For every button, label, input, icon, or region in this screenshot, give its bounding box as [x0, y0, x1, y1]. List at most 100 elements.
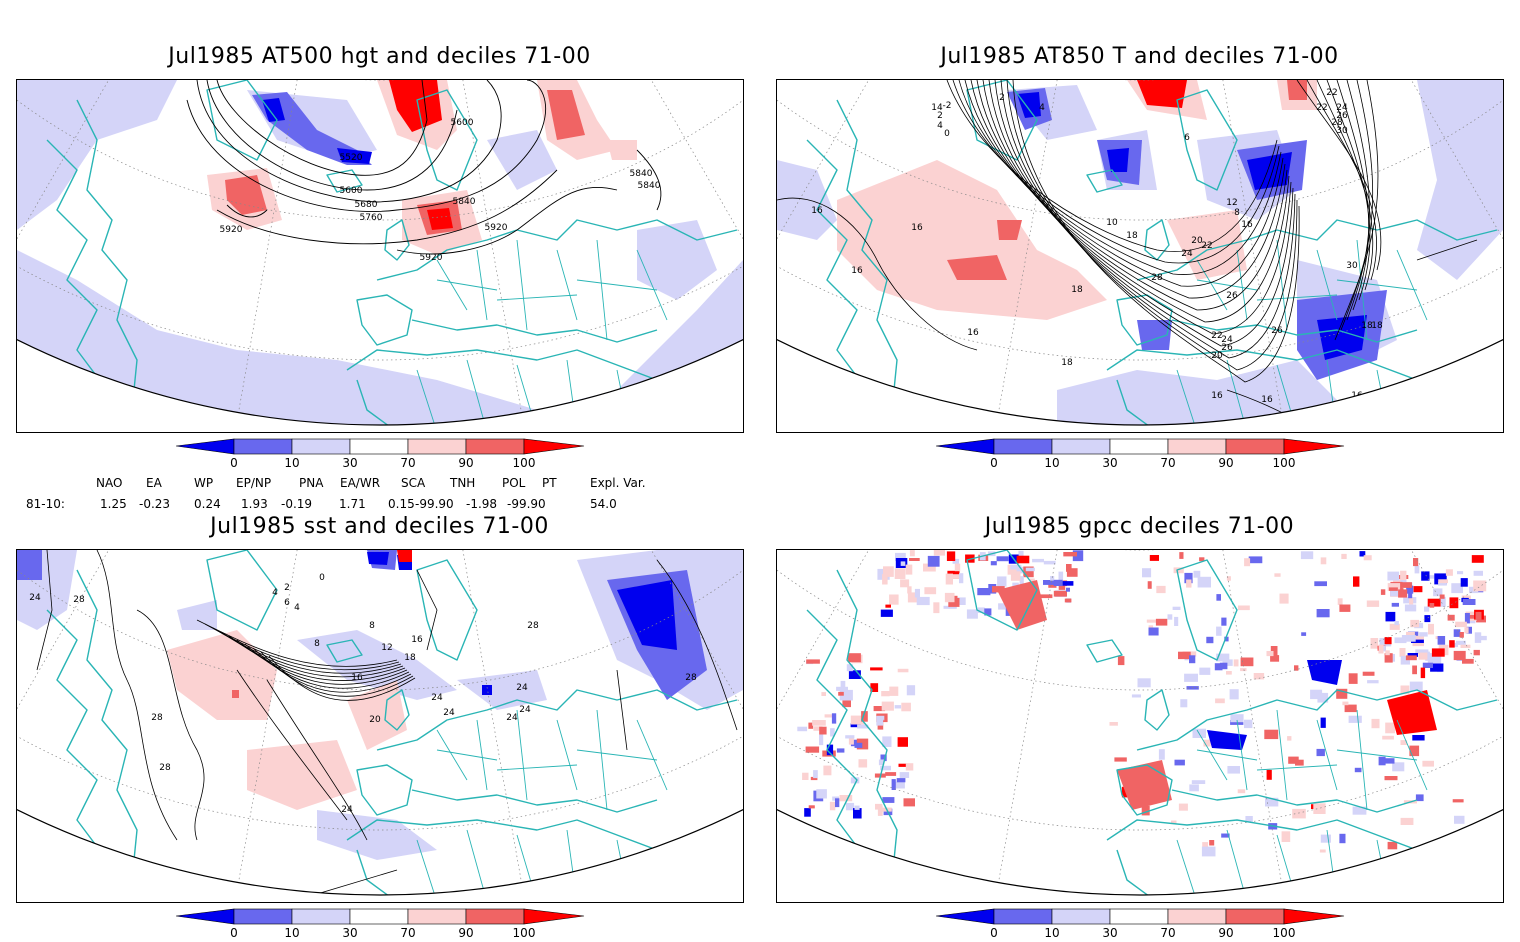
decile-cell: [1018, 550, 1024, 557]
decile-cell: [1281, 831, 1291, 842]
contour-line: [777, 197, 978, 351]
colorbar-ramp: [175, 908, 585, 925]
colorbar-1: 0 10 30 70 90 100: [175, 438, 586, 472]
decile-cell: [1202, 842, 1208, 849]
decile-cell: [1471, 555, 1484, 563]
contour-label: 22: [1316, 103, 1327, 113]
decile-cell: [880, 807, 892, 812]
contour-line: [268, 655, 416, 701]
decile-cell: [1449, 597, 1459, 609]
decile-cell: [1066, 568, 1078, 577]
colorbar-segment: [465, 438, 525, 455]
decile-shading: [225, 175, 267, 215]
decile-cell: [1399, 648, 1406, 657]
index-name: EP/NP: [236, 476, 272, 490]
decile-cell: [856, 738, 869, 750]
decile-cell: [1230, 714, 1244, 723]
decile-cell: [990, 561, 997, 566]
contour-label: 18: [1371, 321, 1383, 331]
decile-shading: [607, 140, 637, 160]
decile-cell: [1380, 589, 1386, 595]
colorbar-segment: [1167, 908, 1227, 925]
contour-label: 30: [1336, 126, 1348, 136]
decile-shading: [177, 600, 217, 630]
decile-cell: [839, 689, 853, 701]
decile-cell: [909, 558, 920, 561]
contour-label: 18: [1361, 321, 1373, 331]
decile-cell: [1460, 578, 1468, 587]
decile-cell: [1409, 597, 1414, 605]
decile-cell: [1440, 596, 1446, 607]
colorbar-tick-label: 10: [284, 926, 300, 940]
decile-cell: [1413, 558, 1419, 567]
decile-cell: [1265, 797, 1279, 807]
decile-cell: [1148, 627, 1159, 636]
decile-cell: [952, 558, 960, 564]
decile-cell: [831, 713, 837, 724]
contour-label: -2: [943, 101, 952, 111]
decile-shading: [1307, 660, 1342, 685]
map-sst: 24 28282824201612840246816182424242828242…: [17, 550, 743, 896]
contour-label: 10: [1106, 218, 1118, 228]
contour-line: [296, 869, 398, 895]
decile-cell: [1425, 651, 1430, 661]
decile-cell: [1384, 653, 1393, 663]
decile-shading: [17, 80, 177, 230]
colorbar-2: 0 10 30 70 90 100: [935, 438, 1346, 472]
decile-cell: [1178, 803, 1188, 811]
decile-cell: [1408, 590, 1413, 599]
decile-cell: [1227, 766, 1240, 774]
contour-label: 16: [967, 328, 979, 338]
index-value: -99.90: [507, 497, 546, 511]
decile-cell: [1199, 557, 1205, 562]
decile-cell: [808, 722, 814, 729]
colorbar-3: 0 10 30 70 90 100: [175, 908, 586, 942]
decile-cell: [1402, 582, 1412, 588]
decile-cell: [1270, 655, 1280, 662]
colorbar-4: 0 10 30 70 90 100: [935, 908, 1346, 942]
decile-cell: [953, 597, 966, 605]
contour-label: 6: [1184, 133, 1190, 143]
decile-cell: [977, 607, 985, 613]
decile-shading: [1417, 80, 1503, 280]
decile-cell: [1230, 720, 1244, 725]
contour-label: 12: [381, 643, 392, 653]
contour-label: 24: [431, 693, 443, 703]
decile-cell: [1155, 618, 1168, 626]
colorbar-segment: [175, 438, 235, 455]
colorbar-segment: [1283, 908, 1345, 925]
decile-cell: [1025, 567, 1035, 572]
contour-line: [636, 149, 662, 211]
decile-cell: [905, 564, 913, 575]
contour-line: [136, 609, 205, 841]
decile-cell: [1184, 673, 1198, 682]
decile-cell: [1114, 757, 1127, 762]
decile-cell: [1316, 748, 1325, 757]
map-panel-gpcc: [776, 549, 1504, 903]
contour-line: [236, 639, 408, 685]
contour-label: 28: [151, 713, 163, 723]
contour-label: 20: [1191, 236, 1203, 246]
decile-cell: [1266, 651, 1274, 657]
contour-label: 24: [1181, 249, 1193, 259]
decile-cell: [1385, 722, 1395, 734]
contour-label: 0: [319, 573, 325, 583]
decile-cell: [1420, 667, 1426, 679]
decile-cell: [1409, 745, 1420, 757]
decile-cell: [850, 739, 858, 747]
decile-shading: [1107, 148, 1129, 172]
contour-line: [964, 80, 1284, 287]
contour-label: 4: [1039, 103, 1045, 113]
decile-shading: [1057, 360, 1337, 425]
contour-line: [958, 80, 1282, 275]
decile-cell: [1221, 833, 1230, 838]
decile-cell: [906, 685, 916, 696]
contour-label: 16: [1261, 395, 1273, 405]
contour-label: 24: [1336, 103, 1348, 113]
decile-cell: [1189, 655, 1196, 664]
decile-cell: [1385, 650, 1390, 656]
decile-cell: [1427, 598, 1441, 607]
decile-cell: [1117, 656, 1125, 666]
decile-cell: [897, 737, 908, 747]
decile-cell: [1043, 580, 1056, 585]
